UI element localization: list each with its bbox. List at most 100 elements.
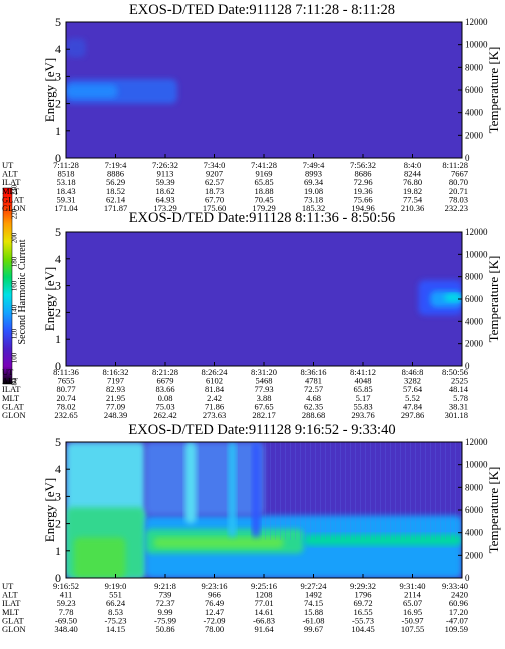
info-cell: 7:56:32 <box>350 160 376 170</box>
info-cell: 91.64 <box>254 624 274 634</box>
info-cell: 3282 <box>404 376 421 386</box>
info-row-label: GLAT <box>2 401 25 411</box>
info-cell: 5.52 <box>405 393 420 403</box>
info-cell: 248.39 <box>104 410 127 420</box>
info-cell: 4781 <box>305 376 322 386</box>
info-cell: 107.55 <box>401 624 424 634</box>
y-tick-label: 0 <box>55 359 61 373</box>
info-cell: 1208 <box>256 590 273 600</box>
spectrogram-features <box>66 38 177 104</box>
info-cell: 75.66 <box>353 194 372 204</box>
info-cell: 210.36 <box>401 203 424 213</box>
info-cell: 7:34:0 <box>204 160 226 170</box>
info-cell: 7667 <box>451 169 468 179</box>
info-cell: 411 <box>60 590 72 600</box>
info-cell: -47.07 <box>446 615 468 625</box>
y2-tick-label: 4000 <box>465 108 484 118</box>
info-row-label: ALT <box>2 376 19 386</box>
info-cell: 59.23 <box>56 598 75 608</box>
colorbar-tick-label: 240 <box>11 184 19 195</box>
info-cell: 8244 <box>404 169 422 179</box>
info-row-label: GLON <box>2 624 26 634</box>
y2-tick-label: 6000 <box>465 505 484 515</box>
info-cell: 47.84 <box>403 401 423 411</box>
info-cell: 77.93 <box>254 384 273 394</box>
info-cell: 9:31:40 <box>400 581 426 591</box>
info-cell: 20.74 <box>56 393 76 403</box>
y2-tick-label: 2000 <box>465 130 484 140</box>
info-cell: 8:21:28 <box>152 367 178 377</box>
info-row-label: MLT <box>2 186 20 196</box>
info-cell: 5.17 <box>356 393 371 403</box>
y2-axis-label: Temperature [K] <box>486 256 501 343</box>
info-cell: 2.42 <box>207 393 222 403</box>
info-cell: 81.84 <box>205 384 225 394</box>
info-row-label: MLT <box>2 607 20 617</box>
info-cell: 5.78 <box>453 393 468 403</box>
y-tick-label: 0 <box>55 151 61 165</box>
info-cell: -75.23 <box>105 615 127 625</box>
y-axis-label: Energy [eV] <box>42 478 57 542</box>
info-cell: 38.31 <box>449 401 468 411</box>
info-cell: 8686 <box>355 169 372 179</box>
spectrogram-features <box>66 442 462 578</box>
info-cell: 9113 <box>157 169 174 179</box>
info-cell: 9:33:40 <box>442 581 468 591</box>
info-cell: 64.93 <box>155 194 174 204</box>
panel-title: EXOS-D/TED Date:911128 7:11:28 - 8:11:28 <box>129 2 395 18</box>
info-cell: 8:41:12 <box>350 367 376 377</box>
info-cell: 9:23:16 <box>202 581 228 591</box>
spectrogram-blob <box>66 38 86 58</box>
colorbar-tick-label: 180 <box>11 256 19 267</box>
info-cell: 72.57 <box>304 384 323 394</box>
info-cell: 0.08 <box>158 393 173 403</box>
info-cell: 73.18 <box>304 194 323 204</box>
y2-tick-label: 12000 <box>465 227 488 237</box>
y2-axis-label: Temperature [K] <box>486 467 501 554</box>
info-cell: 9169 <box>256 169 273 179</box>
colorbar-tick-label: 140 <box>11 304 19 315</box>
info-cell: 65.85 <box>254 177 273 187</box>
info-cell: 76.49 <box>205 598 224 608</box>
y2-axis-label: Temperature [K] <box>486 47 501 134</box>
info-cell: 194.96 <box>351 203 374 213</box>
y-tick-label: 4 <box>55 462 61 476</box>
info-cell: 301.18 <box>445 410 468 420</box>
info-cell: 9:16:52 <box>53 581 79 591</box>
info-cell: 173.29 <box>153 203 176 213</box>
spectrogram-texture <box>264 442 462 540</box>
spectrogram-blob <box>252 442 261 538</box>
info-cell: 82.93 <box>106 384 125 394</box>
info-row-label: ILAT <box>2 177 21 187</box>
info-cell: 232.23 <box>445 203 468 213</box>
y2-tick-label: 4000 <box>465 528 484 538</box>
info-cell: -55.73 <box>352 615 374 625</box>
y-tick-label: 1 <box>55 332 61 346</box>
info-cell: 2114 <box>404 590 421 600</box>
info-cell: 8:50:56 <box>442 367 468 377</box>
info-cell: 9207 <box>206 169 223 179</box>
info-cell: 8:11:36 <box>53 367 79 377</box>
info-cell: 78.02 <box>56 401 75 411</box>
info-cell: 7:26:32 <box>152 160 178 170</box>
info-cell: 83.66 <box>155 384 174 394</box>
y-tick-label: 2 <box>55 517 61 531</box>
info-cell: -50.97 <box>402 615 424 625</box>
panel-title: EXOS-D/TED Date:911128 8:11:36 - 8:50:56 <box>129 210 396 226</box>
info-cell: 9:19:0 <box>105 581 127 591</box>
colorbar-tick-label: 160 <box>11 280 19 291</box>
y2-tick-label: 2000 <box>465 550 484 560</box>
info-cell: 20.71 <box>449 186 468 196</box>
info-cell: 282.17 <box>252 410 275 420</box>
info-cell: 56.29 <box>106 177 125 187</box>
y2-tick-label: 2000 <box>465 339 484 349</box>
spectrogram-panel-3: EXOS-D/TED Date:911128 9:16:52 - 9:33:40… <box>2 422 501 634</box>
y-tick-label: 5 <box>55 225 61 239</box>
y2-tick-label: 0 <box>465 153 470 163</box>
info-cell: 78.00 <box>205 624 224 634</box>
info-cell: 55.83 <box>353 401 372 411</box>
spectrogram-blob <box>73 537 126 578</box>
y2-tick-label: 10000 <box>465 249 488 259</box>
info-cell: 8:36:16 <box>301 367 327 377</box>
info-cell: 232.65 <box>54 410 77 420</box>
